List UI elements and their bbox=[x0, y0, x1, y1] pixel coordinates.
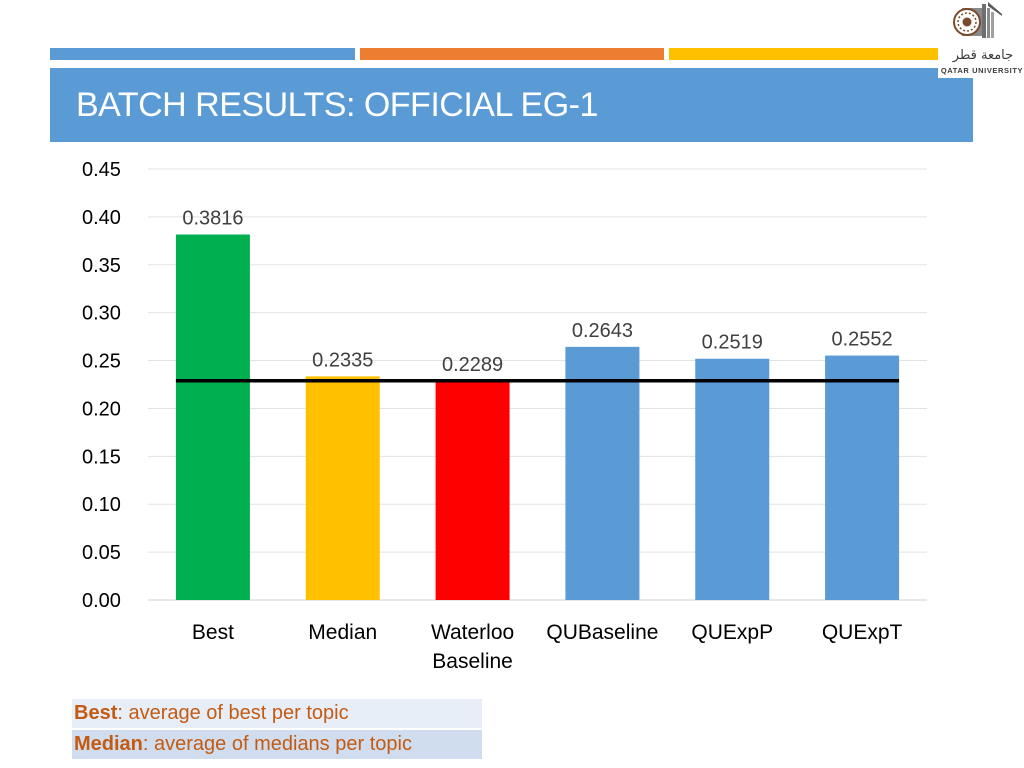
x-tick-label: QUBaseline bbox=[546, 621, 658, 644]
header-stripe-blue bbox=[50, 48, 355, 60]
x-tick-label: QUExpT bbox=[822, 621, 903, 644]
data-label: 0.2552 bbox=[831, 329, 892, 351]
y-tick-label: 0.05 bbox=[82, 542, 121, 564]
data-label: 0.2643 bbox=[572, 320, 633, 342]
y-tick-label: 0.15 bbox=[82, 446, 121, 468]
x-tick-label: QUExpP bbox=[691, 621, 773, 644]
y-tick-label: 0.00 bbox=[82, 590, 121, 612]
bar-chart: 0.00 0.05 0.10 0.15 0.20 0.25 0.30 0.35 0.40 0.45… bbox=[82, 159, 927, 673]
bar bbox=[695, 358, 770, 600]
legend-best-term: Best bbox=[74, 702, 118, 724]
bar bbox=[565, 346, 640, 600]
y-tick-label: 0.25 bbox=[82, 351, 121, 373]
data-label: 0.2335 bbox=[312, 349, 373, 371]
university-emblem-icon bbox=[953, 2, 1002, 38]
x-tick-label: Waterloo bbox=[431, 621, 514, 644]
x-tick-label: Baseline bbox=[432, 650, 513, 673]
slide-title: BATCH RESULTS: OFFICIAL EG-1 bbox=[76, 85, 598, 124]
header-stripe-orange bbox=[360, 48, 664, 60]
data-label: 0.2519 bbox=[702, 332, 763, 354]
legend-best-desc: : average of best per topic bbox=[117, 702, 349, 724]
bar bbox=[435, 380, 510, 600]
y-tick-label: 0.30 bbox=[82, 303, 121, 325]
legend-notes: Best: average of best per topic Median: … bbox=[72, 699, 482, 759]
legend-median: Median: average of medians per topic bbox=[72, 730, 482, 759]
qatar-university-logo bbox=[938, 0, 1024, 78]
data-label: 0.2289 bbox=[442, 354, 503, 376]
x-tick-label: Median bbox=[308, 621, 377, 644]
x-tick-label: Best bbox=[192, 621, 234, 644]
bar bbox=[825, 355, 900, 600]
y-tick-label: 0.20 bbox=[82, 398, 121, 420]
legend-median-desc: : average of medians per topic bbox=[142, 733, 412, 755]
bar bbox=[175, 234, 250, 600]
y-tick-label: 0.10 bbox=[82, 494, 121, 516]
title-bar: BATCH RESULTS: OFFICIAL EG-1 bbox=[50, 68, 973, 142]
logo-english-text: QATAR UNIVERSITY bbox=[940, 66, 1024, 75]
y-tick-label: 0.45 bbox=[82, 159, 121, 181]
bar bbox=[305, 376, 380, 600]
legend-median-term: Median bbox=[74, 733, 143, 755]
data-label: 0.3816 bbox=[182, 208, 243, 230]
y-tick-label: 0.35 bbox=[82, 255, 121, 277]
legend-best: Best: average of best per topic bbox=[72, 699, 482, 728]
header-stripe-yellow bbox=[669, 48, 941, 60]
logo-arabic-text: جامعة قطر bbox=[952, 48, 1014, 63]
y-tick-label: 0.40 bbox=[82, 207, 121, 229]
